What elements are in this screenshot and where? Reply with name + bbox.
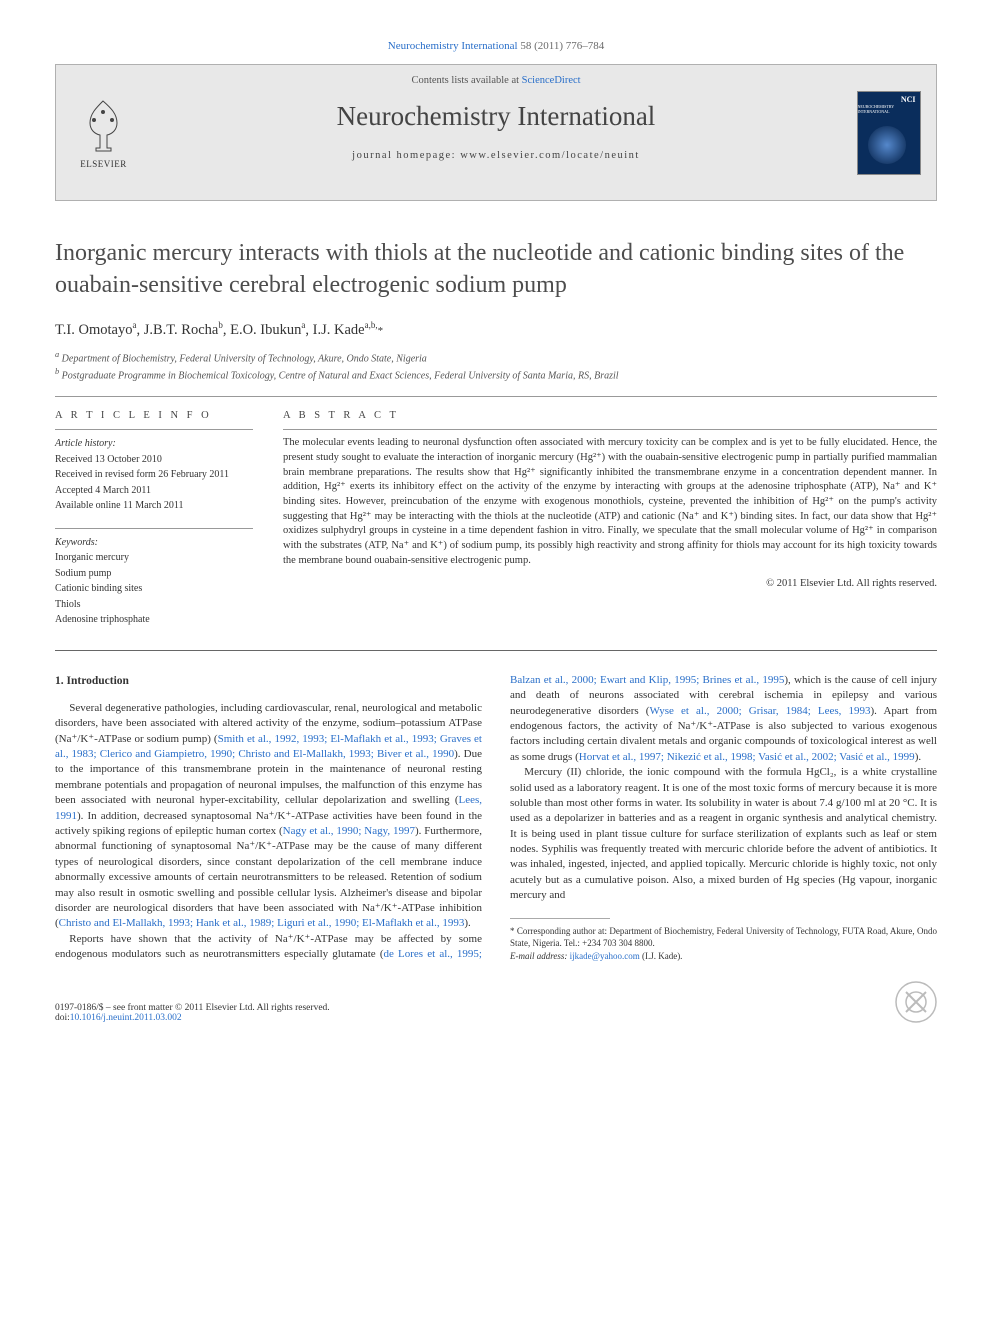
authors: T.I. Omotayoa, J.B.T. Rochab, E.O. Ibuku… [55,320,937,339]
citation-link[interactable]: Neurochemistry International [388,40,518,52]
section-divider [55,650,937,651]
history-item: Received 13 October 2010 [55,452,253,468]
footer-line1: 0197-0186/$ – see front matter © 2011 El… [55,1003,330,1013]
keyword: Thiols [55,597,253,613]
keywords-label: Keywords: [55,535,253,551]
affiliation-b: b Postgraduate Programme in Biochemical … [55,366,937,383]
keyword: Sodium pump [55,566,253,582]
cover-thumbnail: NCI NEUROCHEMISTRY INTERNATIONAL [857,91,921,175]
doi-link[interactable]: 10.1016/j.neuint.2011.03.002 [70,1013,182,1023]
history-item: Accepted 4 March 2011 [55,483,253,499]
footnote-divider [510,918,610,919]
divider [55,396,937,397]
crossmark-icon [895,981,937,1023]
citation[interactable]: Horvat et al., 1997; Nikezić et al., 199… [579,751,915,763]
contents-line: Contents lists available at ScienceDirec… [151,75,841,86]
abstract-copyright: © 2011 Elsevier Ltd. All rights reserved… [283,578,937,589]
body-text: 1. Introduction Several degenerative pat… [55,673,937,963]
citation[interactable]: Wyse et al., 2000; Grisar, 1984; Lees, 1… [649,705,870,717]
publisher-name: ELSEVIER [80,159,127,169]
keyword: Cationic binding sites [55,581,253,597]
abstract-text: The molecular events leading to neuronal… [283,436,937,568]
elsevier-tree-icon [76,96,131,156]
affiliation-a: a Department of Biochemistry, Federal Un… [55,349,937,366]
history-item: Available online 11 March 2011 [55,498,253,514]
keyword: Adenosine triphosphate [55,612,253,628]
footnote-email: E-mail address: ijkade@yahoo.com (I.J. K… [510,950,937,963]
citation[interactable]: Christo and El-Mallakh, 1993; Hank et al… [59,917,465,929]
publisher-block: ELSEVIER [56,65,151,200]
cover-label: NCI [901,95,916,104]
abstract: A B S T R A C T The molecular events lea… [283,410,937,628]
homepage-line: journal homepage: www.elsevier.com/locat… [151,150,841,161]
citation-pages: 58 (2011) 776–784 [518,40,605,52]
citation[interactable]: Nagy et al., 1990; Nagy, 1997 [283,825,415,837]
homepage-url[interactable]: www.elsevier.com/locate/neuint [460,150,640,161]
journal-name: Neurochemistry International [151,101,841,132]
contents-prefix: Contents lists available at [411,75,521,86]
abstract-heading: A B S T R A C T [283,410,937,421]
cover-subtitle: NEUROCHEMISTRY INTERNATIONAL [858,104,916,114]
sciencedirect-link[interactable]: ScienceDirect [522,75,581,86]
page-footer: 0197-0186/$ – see front matter © 2011 El… [55,981,937,1023]
paragraph: Mercury (II) chloride, the ionic compoun… [510,765,937,904]
section-heading: 1. Introduction [55,673,482,689]
article-info-heading: A R T I C L E I N F O [55,410,253,421]
cover-art-icon [868,126,906,164]
footer-doi: doi:10.1016/j.neuint.2011.03.002 [55,1013,330,1023]
history-label: Article history: [55,436,253,452]
article-title: Inorganic mercury interacts with thiols … [55,237,937,302]
history-item: Received in revised form 26 February 201… [55,467,253,483]
paragraph: Several degenerative pathologies, includ… [55,701,482,932]
running-head: Neurochemistry International 58 (2011) 7… [55,40,937,64]
email-link[interactable]: ijkade@yahoo.com [570,951,640,961]
homepage-prefix: journal homepage: [352,150,460,161]
footnote-text: * Corresponding author at: Department of… [510,925,937,950]
keyword: Inorganic mercury [55,550,253,566]
corresponding-author-footnote: * Corresponding author at: Department of… [510,925,937,963]
affiliations: a Department of Biochemistry, Federal Un… [55,349,937,384]
article-info: A R T I C L E I N F O Article history: R… [55,410,253,628]
masthead: ELSEVIER Contents lists available at Sci… [55,64,937,201]
